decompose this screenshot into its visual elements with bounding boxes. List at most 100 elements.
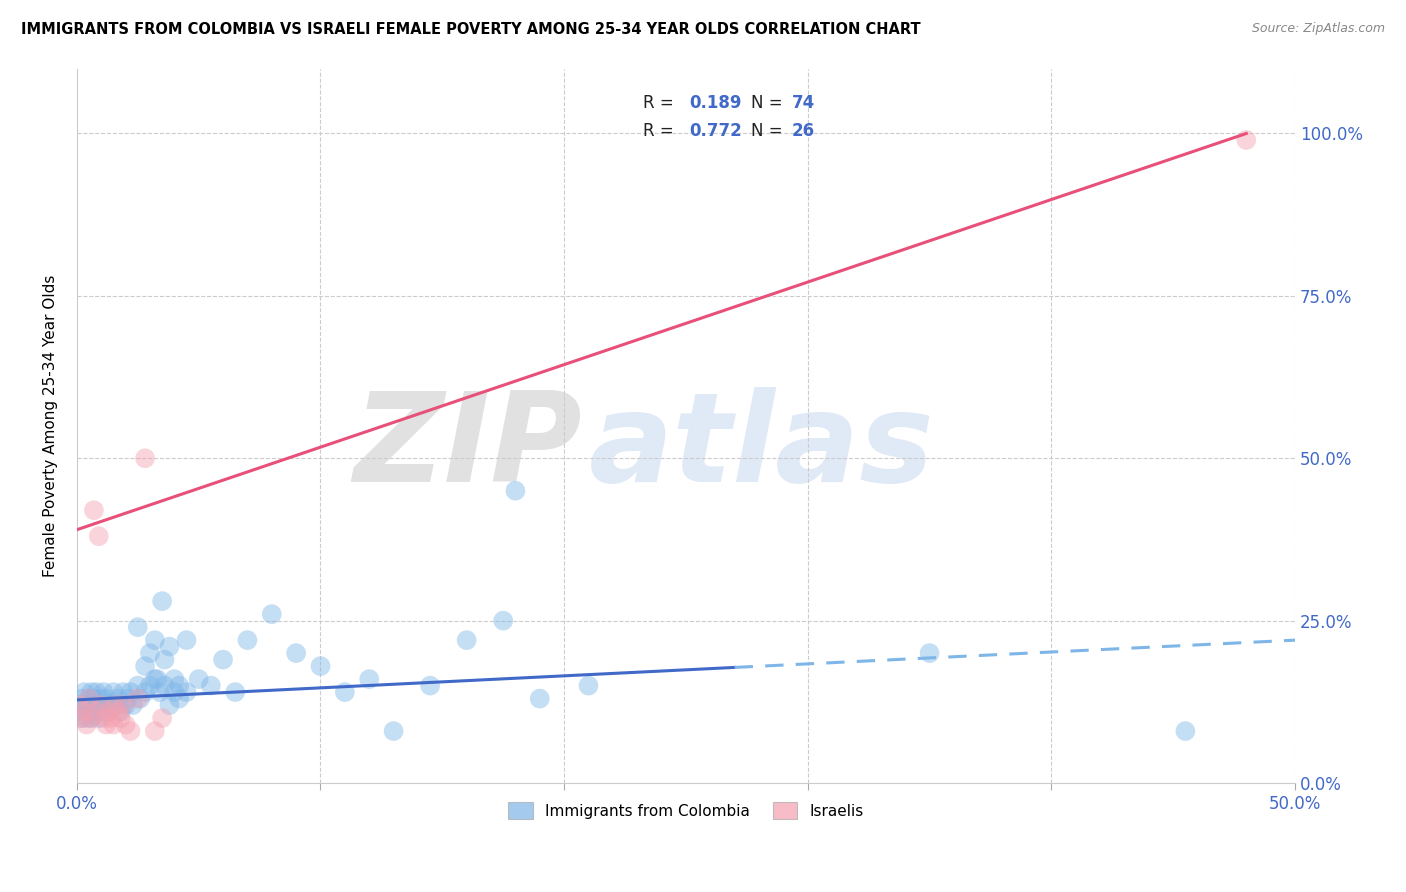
Point bbox=[139, 679, 162, 693]
Point bbox=[127, 691, 149, 706]
Text: atlas: atlas bbox=[589, 387, 934, 508]
Point bbox=[159, 698, 181, 712]
Point bbox=[73, 685, 96, 699]
Text: 74: 74 bbox=[792, 94, 815, 112]
Point bbox=[114, 717, 136, 731]
Point bbox=[127, 620, 149, 634]
Point bbox=[1234, 133, 1257, 147]
Point bbox=[127, 679, 149, 693]
Point bbox=[90, 691, 112, 706]
Point bbox=[120, 724, 142, 739]
Point bbox=[97, 705, 120, 719]
Point bbox=[67, 698, 90, 712]
Point bbox=[163, 685, 186, 699]
Point bbox=[309, 659, 332, 673]
Text: N =: N = bbox=[751, 122, 787, 140]
Text: R =: R = bbox=[644, 94, 679, 112]
Point bbox=[176, 685, 198, 699]
Point bbox=[120, 685, 142, 699]
Point bbox=[153, 652, 176, 666]
Point bbox=[212, 652, 235, 666]
Point bbox=[333, 685, 356, 699]
Point bbox=[83, 698, 105, 712]
Point bbox=[114, 698, 136, 712]
Point bbox=[200, 679, 222, 693]
Point bbox=[100, 711, 122, 725]
Point bbox=[143, 633, 166, 648]
Point bbox=[90, 705, 112, 719]
Point bbox=[505, 483, 527, 498]
Point bbox=[76, 698, 98, 712]
Point bbox=[93, 698, 115, 712]
Point bbox=[117, 691, 139, 706]
Point bbox=[167, 691, 190, 706]
Point bbox=[87, 698, 110, 712]
Point bbox=[153, 679, 176, 693]
Point bbox=[187, 672, 209, 686]
Point bbox=[107, 691, 129, 706]
Point bbox=[77, 691, 100, 706]
Point bbox=[110, 705, 132, 719]
Point bbox=[73, 705, 96, 719]
Point bbox=[76, 711, 98, 725]
Point bbox=[90, 698, 112, 712]
Point bbox=[77, 705, 100, 719]
Text: 26: 26 bbox=[792, 122, 815, 140]
Point bbox=[456, 633, 478, 648]
Point bbox=[129, 691, 152, 706]
Point bbox=[134, 451, 156, 466]
Point bbox=[167, 679, 190, 693]
Point bbox=[104, 698, 127, 712]
Point bbox=[224, 685, 246, 699]
Point bbox=[359, 672, 381, 686]
Point bbox=[80, 711, 103, 725]
Point bbox=[86, 705, 108, 719]
Text: IMMIGRANTS FROM COLOMBIA VS ISRAELI FEMALE POVERTY AMONG 25-34 YEAR OLDS CORRELA: IMMIGRANTS FROM COLOMBIA VS ISRAELI FEMA… bbox=[21, 22, 921, 37]
Point bbox=[80, 711, 103, 725]
Point bbox=[94, 691, 117, 706]
Point bbox=[578, 679, 600, 693]
Point bbox=[139, 646, 162, 660]
Text: Source: ZipAtlas.com: Source: ZipAtlas.com bbox=[1251, 22, 1385, 36]
Point bbox=[492, 614, 515, 628]
Point bbox=[110, 711, 132, 725]
Point bbox=[87, 711, 110, 725]
Point bbox=[149, 685, 172, 699]
Point bbox=[143, 672, 166, 686]
Point bbox=[100, 698, 122, 712]
Text: N =: N = bbox=[751, 94, 787, 112]
Point bbox=[86, 685, 108, 699]
Point bbox=[1174, 724, 1197, 739]
Point bbox=[94, 717, 117, 731]
Text: 0.189: 0.189 bbox=[689, 94, 742, 112]
Point bbox=[143, 724, 166, 739]
Point bbox=[76, 717, 98, 731]
Point bbox=[285, 646, 308, 660]
Legend: Immigrants from Colombia, Israelis: Immigrants from Colombia, Israelis bbox=[502, 796, 870, 825]
Point bbox=[73, 705, 96, 719]
Point bbox=[97, 705, 120, 719]
Point bbox=[918, 646, 941, 660]
Point bbox=[67, 698, 90, 712]
Point bbox=[146, 672, 169, 686]
Point bbox=[150, 711, 173, 725]
Point bbox=[236, 633, 259, 648]
Y-axis label: Female Poverty Among 25-34 Year Olds: Female Poverty Among 25-34 Year Olds bbox=[44, 275, 58, 577]
Point bbox=[103, 685, 125, 699]
Point bbox=[70, 691, 93, 706]
Point bbox=[112, 698, 135, 712]
Text: 0.772: 0.772 bbox=[689, 122, 742, 140]
Point bbox=[150, 594, 173, 608]
Point bbox=[159, 640, 181, 654]
Point bbox=[93, 711, 115, 725]
Point bbox=[104, 698, 127, 712]
Text: ZIP: ZIP bbox=[354, 387, 582, 508]
Point bbox=[107, 705, 129, 719]
Point bbox=[529, 691, 551, 706]
Point bbox=[419, 679, 441, 693]
Point bbox=[70, 711, 93, 725]
Point bbox=[80, 685, 103, 699]
Point bbox=[176, 633, 198, 648]
Text: R =: R = bbox=[644, 122, 679, 140]
Point bbox=[77, 691, 100, 706]
